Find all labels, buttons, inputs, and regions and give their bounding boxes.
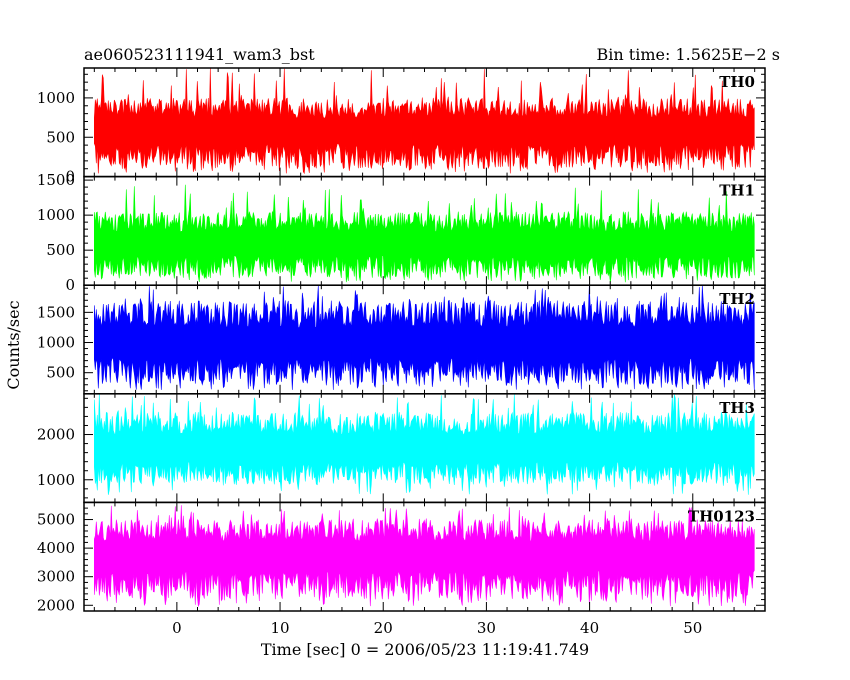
x-tick-label: 10 xyxy=(270,619,289,637)
x-tick-label: 40 xyxy=(580,619,599,637)
y-tick-label-th0123: 2000 xyxy=(37,596,75,614)
y-tick-label-th0: 500 xyxy=(46,128,75,146)
y-tick-label-th0: 0 xyxy=(65,168,75,186)
frame-layer: 05001000TH0050010001500TH150010001500TH2… xyxy=(37,67,766,637)
panel-th2 xyxy=(94,285,755,391)
x-axis-label: Time [sec] 0 = 2006/05/23 11:19:41.749 xyxy=(261,640,589,659)
x-tick-label: 50 xyxy=(683,619,702,637)
y-tick-label-th0123: 3000 xyxy=(37,568,75,586)
x-tick-label: 20 xyxy=(374,619,393,637)
y-tick-label-th0123: 4000 xyxy=(37,539,75,557)
trace-th1 xyxy=(94,184,755,283)
trace-th0123 xyxy=(94,505,755,608)
x-tick-label: 0 xyxy=(172,619,182,637)
chart-title: ae060523111941_wam3_bst xyxy=(84,45,315,64)
y-tick-label-th1: 1500 xyxy=(37,171,75,189)
y-tick-label-th2: 1000 xyxy=(37,334,75,352)
y-tick-label-th1: 0 xyxy=(65,276,75,294)
y-tick-label-th1: 500 xyxy=(46,241,75,259)
trace-th2 xyxy=(94,285,755,391)
panel-label-th0: TH0 xyxy=(719,73,755,91)
panel-label-th2: TH2 xyxy=(719,290,755,308)
y-tick-label-th0: 1000 xyxy=(37,89,75,107)
bin-time-label: Bin time: 1.5625E−2 s xyxy=(597,45,780,64)
y-tick-label-th3: 1000 xyxy=(37,471,75,489)
x-tick-label: 30 xyxy=(477,619,496,637)
y-tick-label-th2: 1500 xyxy=(37,303,75,321)
y-tick-label-th0123: 5000 xyxy=(37,511,75,529)
panel-th3 xyxy=(94,393,755,495)
y-tick-label-th2: 500 xyxy=(46,364,75,382)
panel-th0123 xyxy=(94,505,755,608)
panel-th1 xyxy=(94,184,755,283)
y-tick-label-th1: 1000 xyxy=(37,206,75,224)
panel-label-th0123: TH0123 xyxy=(688,507,755,525)
panel-label-th3: TH3 xyxy=(719,399,755,417)
y-axis-label: Counts/sec xyxy=(4,300,23,389)
panel-th0 xyxy=(94,68,755,175)
y-tick-label-th3: 2000 xyxy=(37,426,75,444)
panel-label-th1: TH1 xyxy=(719,182,755,200)
trace-th3 xyxy=(94,393,755,495)
panels-layer xyxy=(94,68,755,608)
trace-th0 xyxy=(94,68,755,175)
